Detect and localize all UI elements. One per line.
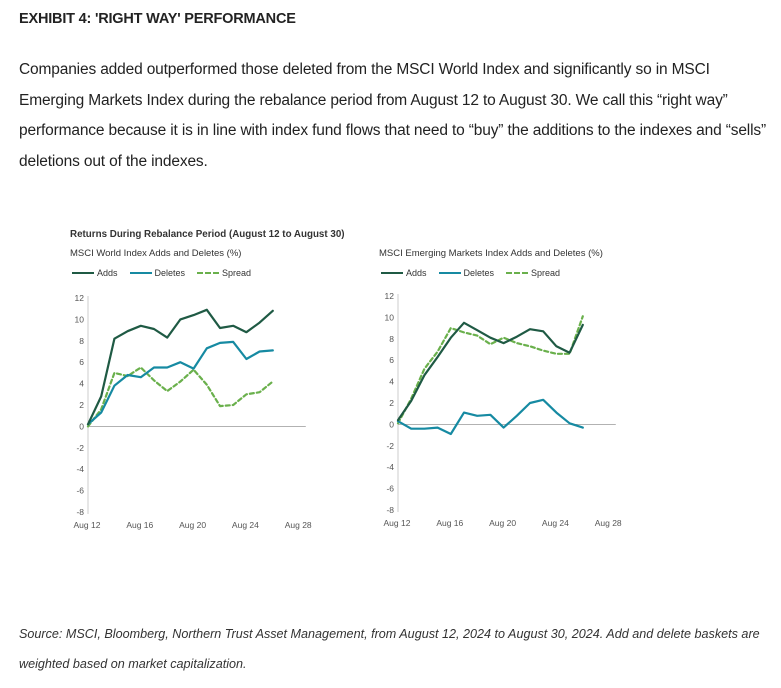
legend-swatch-adds [72,272,94,274]
series-line-spread [86,366,274,428]
y-tick-label: 2 [389,398,394,408]
y-tick-label: 12 [385,291,395,301]
x-tick-label: Aug 24 [542,518,569,528]
legend-label-adds: Adds [406,268,427,278]
legend-swatch-deletes [438,272,461,274]
legend-swatch-adds [381,272,403,274]
y-tick-label: 6 [79,357,84,367]
y-tick-label: -2 [386,441,394,451]
y-tick-label: 12 [75,293,85,303]
y-tick-label: -8 [386,505,394,515]
y-tick-label: 4 [79,379,84,389]
y-tick-label: 2 [79,400,84,410]
legend-item-spread: Spread [197,268,251,278]
y-tick-label: 10 [75,314,85,324]
y-tick-label: 6 [389,355,394,365]
chart-right-plot: 12 10 8 6 4 2 0 -2 -4 -6 -8 Aug 12 Aug 16 Aug 20 Aug 2… [384,291,622,528]
series-line-spread [396,315,584,425]
series-line-adds [86,308,274,426]
y-tick-label: -6 [76,486,84,496]
x-tick-label: Aug 16 [436,518,463,528]
intro-paragraph: Companies added outperformed those delet… [19,61,766,170]
x-tick-label: Aug 16 [126,520,153,530]
chart-right-legend: Adds Deletes Spread [381,268,572,278]
legend-label-spread: Spread [531,268,561,278]
x-tick-label: Aug 12 [384,518,411,528]
x-tick-label: Aug 28 [285,520,312,530]
series-line-deletes [86,340,274,426]
legend-swatch-spread [197,272,220,274]
y-tick-label: 8 [389,334,394,344]
legend-label-deletes: Deletes [463,268,495,278]
x-tick-label: Aug 24 [232,520,259,530]
chart-left-plot: 12 10 8 6 4 2 0 -2 -4 -6 -8 Aug 12 Aug 16 Aug 20 Aug 2… [74,293,312,530]
legend-label-spread: Spread [222,268,252,278]
source-note: Source: MSCI, Bloomberg, Northern Trust … [19,627,760,671]
y-tick-label: -6 [386,484,394,494]
y-tick-label: -4 [76,464,84,474]
chart-right-title: MSCI Emerging Markets Index Adds and Del… [379,248,603,259]
legend-label-adds: Adds [97,268,118,278]
y-tick-label: 0 [389,419,394,429]
legend-item-adds: Adds [381,268,427,278]
chart-left-legend: Adds Deletes Spread [72,268,263,278]
y-tick-label: -4 [386,462,394,472]
legend-swatch-deletes [129,272,152,274]
chart-header: Returns During Rebalance Period (August … [70,229,345,240]
exhibit-title: EXHIBIT 4: 'RIGHT WAY' PERFORMANCE [19,11,296,27]
chart-left-title: MSCI World Index Adds and Deletes (%) [70,248,242,259]
legend-item-deletes: Deletes [129,268,186,278]
y-tick-label: 4 [389,377,394,387]
y-tick-label: -2 [76,443,84,453]
x-tick-label: Aug 12 [74,520,101,530]
legend-swatch-spread [506,272,529,274]
series-line-deletes [396,398,584,436]
y-tick-label: 8 [79,336,84,346]
legend-label-deletes: Deletes [154,268,186,278]
legend-item-adds: Adds [72,268,118,278]
legend-item-deletes: Deletes [438,268,495,278]
x-tick-label: Aug 20 [489,518,516,528]
x-tick-label: Aug 20 [179,520,206,530]
x-tick-label: Aug 28 [595,518,622,528]
y-tick-label: 10 [385,312,395,322]
y-tick-label: -8 [76,507,84,517]
legend-item-spread: Spread [506,268,560,278]
y-tick-label: 0 [79,421,84,431]
series-line-adds [396,321,584,422]
